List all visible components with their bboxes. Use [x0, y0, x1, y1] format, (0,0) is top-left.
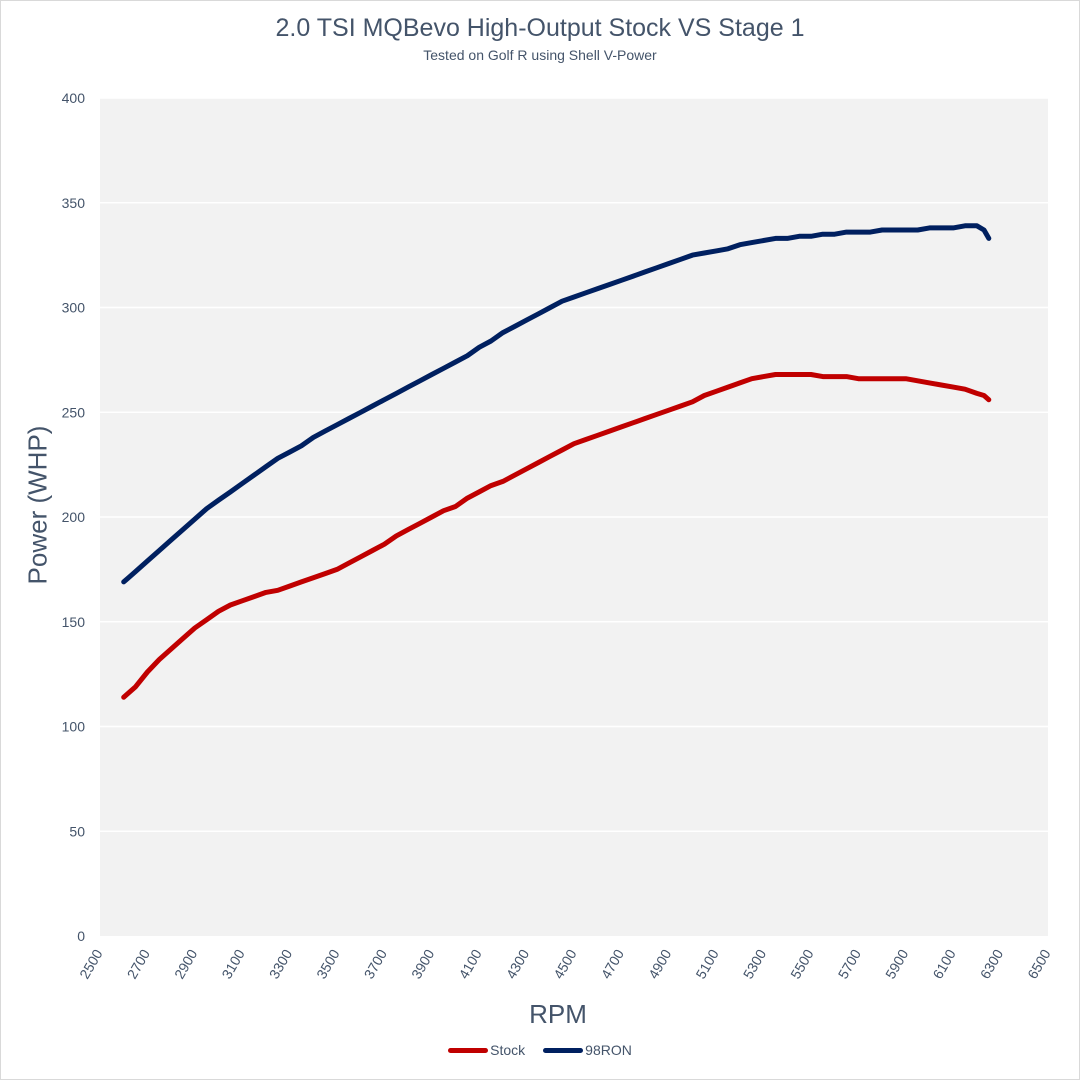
gridlines	[100, 97, 1048, 832]
y-tick-label-300: 300	[62, 300, 86, 316]
chart-title: 2.0 TSI MQBevo High-Output Stock VS Stag…	[275, 14, 805, 42]
x-tick-label-5300: 5300	[740, 946, 770, 981]
x-tick-label-5500: 5500	[787, 946, 817, 981]
x-tick-label-6500: 6500	[1024, 946, 1054, 981]
y-tick-label-250: 250	[62, 404, 86, 420]
y-tick-label-50: 50	[69, 823, 85, 839]
legend-swatch-98ron	[543, 1047, 584, 1053]
x-tick-label-6300: 6300	[977, 946, 1007, 981]
legend-label-stock: Stock	[490, 1042, 526, 1058]
y-axis-label: Power (WHP)	[22, 425, 53, 585]
legend-swatch-stock	[448, 1047, 489, 1053]
legend-item-stock: Stock	[448, 1042, 525, 1058]
series-line-stock	[121, 372, 992, 700]
x-tick-label-5700: 5700	[835, 946, 865, 981]
x-axis-ticks: 2500 2700 2900 3100 3300 3500 3700 3900 4100 4300…	[76, 946, 1054, 981]
legend: Stock 98RON	[0, 1042, 1080, 1058]
x-tick-label-4700: 4700	[598, 946, 628, 981]
y-tick-label-400: 400	[62, 90, 86, 106]
y-axis-ticks: 0 50 100 150 200 250 300 350 400	[62, 90, 86, 944]
x-tick-label-2700: 2700	[124, 946, 154, 981]
x-tick-label-3300: 3300	[266, 946, 296, 981]
x-axis-label: RPM	[529, 999, 587, 1029]
y-tick-label-100: 100	[62, 719, 86, 735]
x-tick-label-5100: 5100	[692, 946, 722, 981]
x-tick-label-6100: 6100	[929, 946, 959, 981]
series-lines	[121, 223, 992, 700]
y-tick-label-200: 200	[62, 509, 86, 525]
x-tick-label-4300: 4300	[503, 946, 533, 981]
y-tick-label-0: 0	[77, 928, 85, 944]
y-tick-label-150: 150	[62, 614, 86, 630]
x-tick-label-3700: 3700	[361, 946, 391, 981]
x-tick-label-4900: 4900	[645, 946, 675, 981]
chart-subtitle: Tested on Golf R using Shell V-Power	[423, 47, 657, 63]
x-tick-label-2500: 2500	[76, 946, 106, 981]
legend-item-98ron: 98RON	[543, 1042, 632, 1058]
x-tick-label-2900: 2900	[171, 946, 201, 981]
x-tick-label-5900: 5900	[882, 946, 912, 981]
series-line-98ron	[121, 223, 992, 585]
x-tick-label-4100: 4100	[455, 946, 485, 981]
legend-label-98ron: 98RON	[585, 1042, 632, 1058]
x-tick-label-3500: 3500	[313, 946, 343, 981]
x-tick-label-3900: 3900	[408, 946, 438, 981]
x-tick-label-4500: 4500	[550, 946, 580, 981]
x-tick-label-3100: 3100	[218, 946, 248, 981]
y-tick-label-350: 350	[62, 195, 86, 211]
